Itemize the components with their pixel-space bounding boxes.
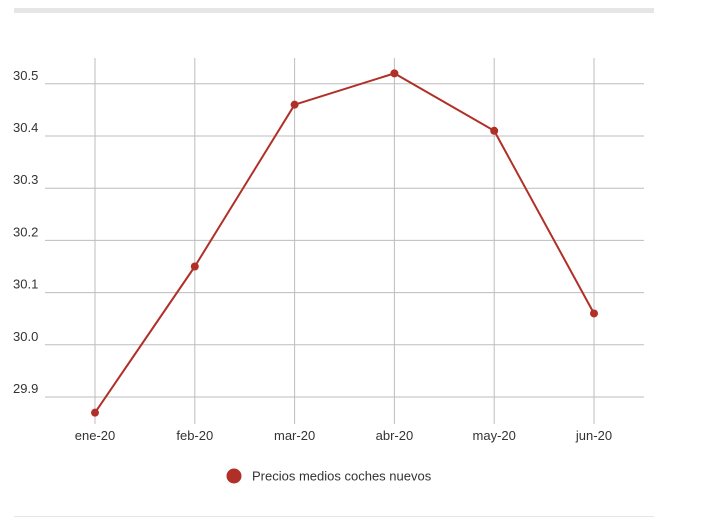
vertical-gridlines [94, 58, 595, 424]
y-tick-label-2: 30.1 [13, 277, 38, 292]
data-point-3 [390, 69, 399, 78]
x-tick-label-0: ene-20 [75, 428, 115, 443]
data-point-2 [290, 100, 299, 109]
y-tick-label-5: 30.4 [13, 120, 38, 135]
legend-label[interactable]: Precios medios coches nuevos [252, 469, 432, 484]
x-tick-label-3: abr-20 [376, 428, 414, 443]
x-tick-label-2: mar-20 [274, 428, 315, 443]
top-divider [14, 8, 654, 13]
data-point-1 [190, 262, 199, 271]
y-tick-label-0: 29.9 [13, 381, 38, 396]
series-line-0 [94, 72, 595, 414]
x-tick-label-5: jun-20 [575, 428, 612, 443]
data-point-5 [590, 309, 598, 318]
legend-swatch[interactable] [226, 468, 242, 484]
x-tick-label-1: feb-20 [176, 428, 213, 443]
y-axis-tick-labels: 29.9 30.0 30.1 30.2 30.3 30.4 30.5 [13, 68, 38, 396]
x-tick-label-4: may-20 [473, 428, 516, 443]
x-axis-tick-labels: ene-20 feb-20 mar-20 abr-20 may-20 jun-20 [75, 428, 612, 443]
y-tick-label-1: 30.0 [13, 329, 38, 344]
y-tick-label-3: 30.2 [13, 224, 38, 239]
legend[interactable]: Precios medios coches nuevos [226, 468, 432, 484]
bottom-divider [14, 516, 654, 517]
data-point-0 [91, 408, 99, 417]
data-point-4 [490, 126, 499, 135]
y-tick-label-4: 30.3 [13, 172, 38, 187]
y-tick-label-6: 30.5 [13, 68, 38, 83]
series-group [91, 69, 598, 417]
horizontal-gridlines [45, 83, 644, 398]
